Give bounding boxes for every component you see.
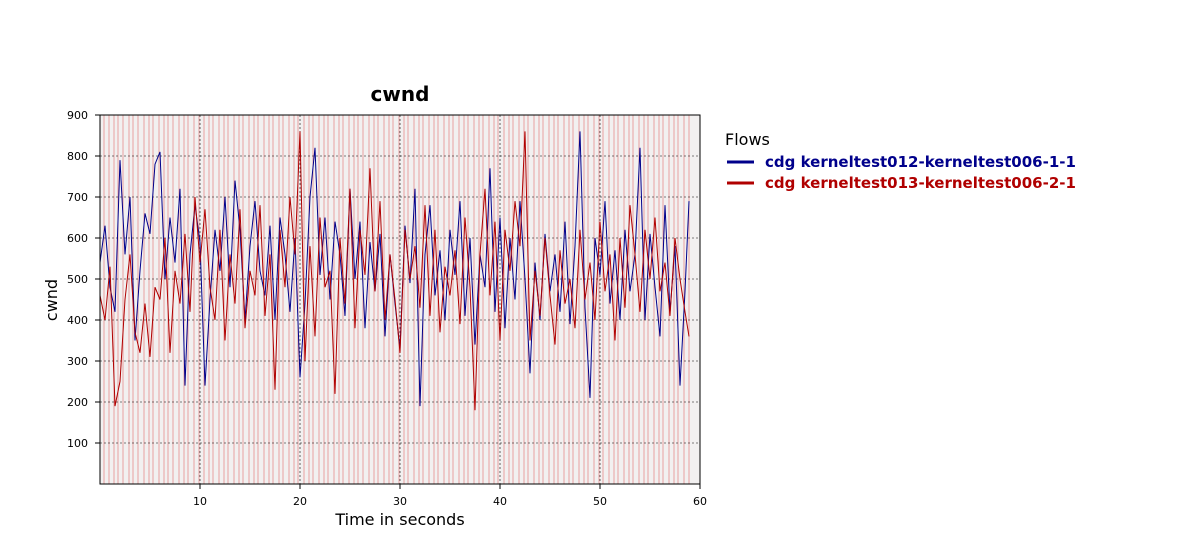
y-tick-label: 100 <box>67 437 88 450</box>
x-axis: 10 20 30 40 50 60 <box>193 484 707 508</box>
x-tick-label: 30 <box>393 495 407 508</box>
y-tick-label: 700 <box>67 191 88 204</box>
x-tick-label: 60 <box>693 495 707 508</box>
y-tick-label: 800 <box>67 150 88 163</box>
x-tick-label: 20 <box>293 495 307 508</box>
x-axis-label: Time in seconds <box>334 510 464 529</box>
chart-title: cwnd <box>371 82 430 106</box>
y-tick-label: 200 <box>67 396 88 409</box>
series-line-2 <box>99 131 690 411</box>
x-tick-label: 50 <box>593 495 607 508</box>
y-tick-label: 500 <box>67 273 88 286</box>
series-layer <box>99 131 690 411</box>
legend-entry-2: cdg kerneltest013-kerneltest006-2-1 <box>765 174 1076 192</box>
y-axis: 100 200 300 400 500 600 700 800 900 <box>67 109 100 450</box>
legend-entry-1: cdg kerneltest012-kerneltest006-1-1 <box>765 153 1076 171</box>
legend-title: Flows <box>725 130 770 149</box>
x-tick-label: 40 <box>493 495 507 508</box>
x-tick-label: 10 <box>193 495 207 508</box>
y-tick-label: 300 <box>67 355 88 368</box>
y-axis-label: cwnd <box>42 279 61 321</box>
y-tick-label: 900 <box>67 109 88 122</box>
legend: Flows cdg kerneltest012-kerneltest006-1-… <box>725 130 1076 192</box>
y-tick-label: 400 <box>67 314 88 327</box>
y-tick-label: 600 <box>67 232 88 245</box>
